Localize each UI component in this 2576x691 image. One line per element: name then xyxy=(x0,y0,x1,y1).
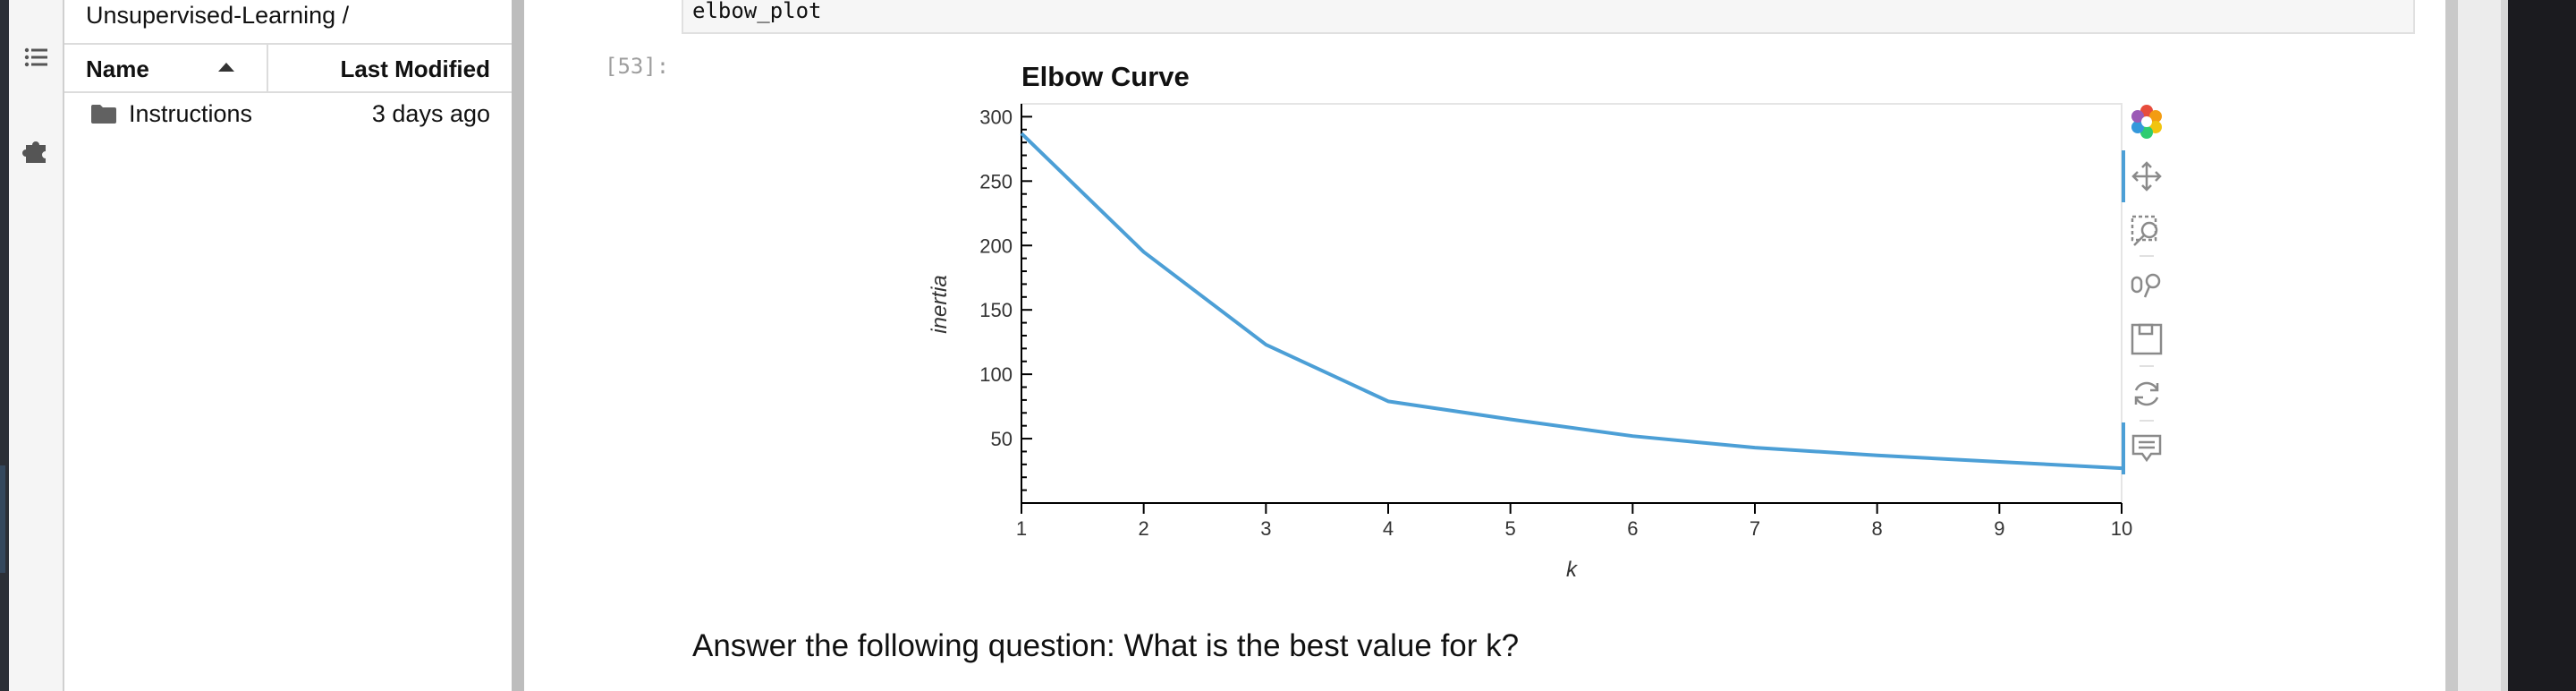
pan-icon[interactable] xyxy=(2131,161,2162,192)
sort-ascending-icon[interactable] xyxy=(218,63,234,72)
activity-bar xyxy=(9,0,64,691)
table-of-contents-icon[interactable] xyxy=(22,43,51,72)
chart-title: Elbow Curve xyxy=(1021,61,1190,92)
elbow-chart[interactable]: Elbow Curve 50 100 150 200 250 300 1 2 3 4 5 6 7 8 9 1… xyxy=(894,54,2165,591)
file-modified: 3 days ago xyxy=(371,100,490,127)
reset-icon[interactable] xyxy=(2134,381,2159,406)
box-zoom-icon[interactable] xyxy=(2131,215,2158,246)
x-tick-label: 2 xyxy=(1139,517,1149,540)
x-tick-label: 4 xyxy=(1383,517,1394,540)
save-icon[interactable] xyxy=(2131,323,2163,355)
y-axis-label: inertia xyxy=(928,275,952,333)
x-tick-label: 1 xyxy=(1016,517,1027,540)
breadcrumb[interactable]: Unsupervised-Learning / xyxy=(86,2,350,29)
markdown-question: Answer the following question: What is t… xyxy=(692,628,1520,663)
y-tick-label: 250 xyxy=(979,170,1013,192)
series-line[interactable] xyxy=(1020,132,2123,471)
panel-splitter[interactable] xyxy=(512,0,524,691)
y-tick-label: 50 xyxy=(991,428,1013,450)
x-tick-label: 10 xyxy=(2111,517,2132,540)
extension-icon[interactable] xyxy=(22,136,51,165)
right-window-edge xyxy=(2508,0,2576,691)
code-cell-input[interactable]: elbow_plot xyxy=(682,0,2415,34)
x-tick-label: 5 xyxy=(1505,517,1516,540)
file-browser-panel: Unsupervised-Learning / Name Last Modifi… xyxy=(64,0,512,691)
y-tick-label: 100 xyxy=(979,363,1013,386)
y-tick-label: 200 xyxy=(979,235,1013,257)
bokeh-logo-icon[interactable] xyxy=(2131,105,2162,139)
plot-frame xyxy=(1021,103,2123,504)
x-tick-label: 3 xyxy=(1260,517,1271,540)
y-tick-label: 300 xyxy=(979,106,1013,128)
output-prompt: [53]: xyxy=(605,54,670,79)
x-axis-label: k xyxy=(1566,558,1579,582)
name-column-header[interactable]: Name xyxy=(86,55,149,82)
x-tick-label: 8 xyxy=(1872,517,1883,540)
right-sidebar xyxy=(2458,0,2508,691)
file-list-item[interactable]: Instructions 3 days ago xyxy=(64,93,512,136)
x-tick-label: 9 xyxy=(1994,517,2004,540)
active-tool-indicator xyxy=(2122,150,2125,202)
wheel-zoom-icon[interactable] xyxy=(2131,273,2161,298)
left-window-edge xyxy=(0,0,9,691)
chart-toolbar xyxy=(2122,105,2163,474)
file-list-header: Name Last Modified xyxy=(64,43,512,93)
x-tick-label: 7 xyxy=(1750,517,1760,540)
hover-icon[interactable] xyxy=(2131,434,2162,463)
column-divider[interactable] xyxy=(267,45,268,91)
x-tick-label: 6 xyxy=(1627,517,1638,540)
notebook-panel xyxy=(524,0,2445,691)
y-tick-label: 150 xyxy=(979,299,1013,321)
code-text: elbow_plot xyxy=(692,0,822,23)
last-modified-column-header[interactable]: Last Modified xyxy=(340,55,490,82)
file-name: Instructions xyxy=(129,100,253,127)
folder-icon xyxy=(91,105,116,124)
notebook-scrollbar[interactable] xyxy=(2445,0,2458,691)
active-tool-indicator xyxy=(2122,422,2125,474)
